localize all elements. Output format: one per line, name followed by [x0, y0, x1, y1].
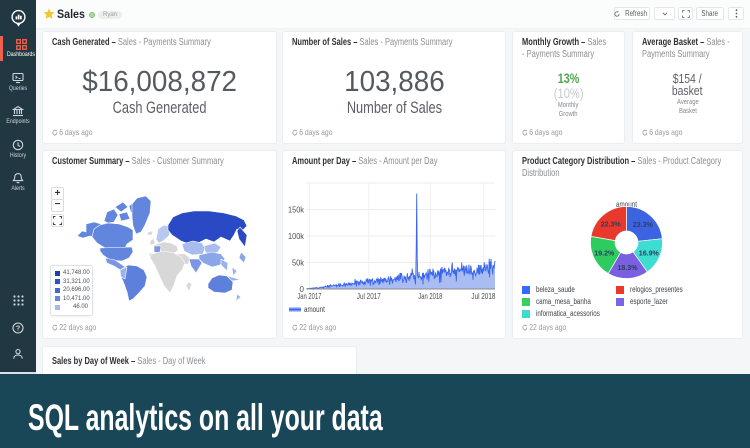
svg-text:Jul 2018: Jul 2018 — [471, 292, 495, 301]
svg-text:16.9%: 16.9% — [639, 248, 659, 257]
svg-text:50k: 50k — [292, 259, 305, 268]
svg-text:22.3%: 22.3% — [601, 220, 621, 229]
svg-text:?: ? — [16, 324, 21, 333]
svg-text:amount: amount — [616, 200, 638, 209]
svg-text:Jan 2018: Jan 2018 — [418, 292, 442, 301]
svg-text:18.3%: 18.3% — [618, 263, 638, 272]
svg-text:100k: 100k — [288, 232, 305, 241]
svg-text:Jan 2017: Jan 2017 — [297, 292, 321, 301]
svg-text:23.3%: 23.3% — [633, 220, 653, 229]
svg-text:150k: 150k — [288, 206, 305, 215]
svg-text:19.2%: 19.2% — [594, 249, 614, 258]
svg-text:0: 0 — [300, 285, 305, 294]
svg-text:Jul 2017: Jul 2017 — [357, 292, 381, 301]
